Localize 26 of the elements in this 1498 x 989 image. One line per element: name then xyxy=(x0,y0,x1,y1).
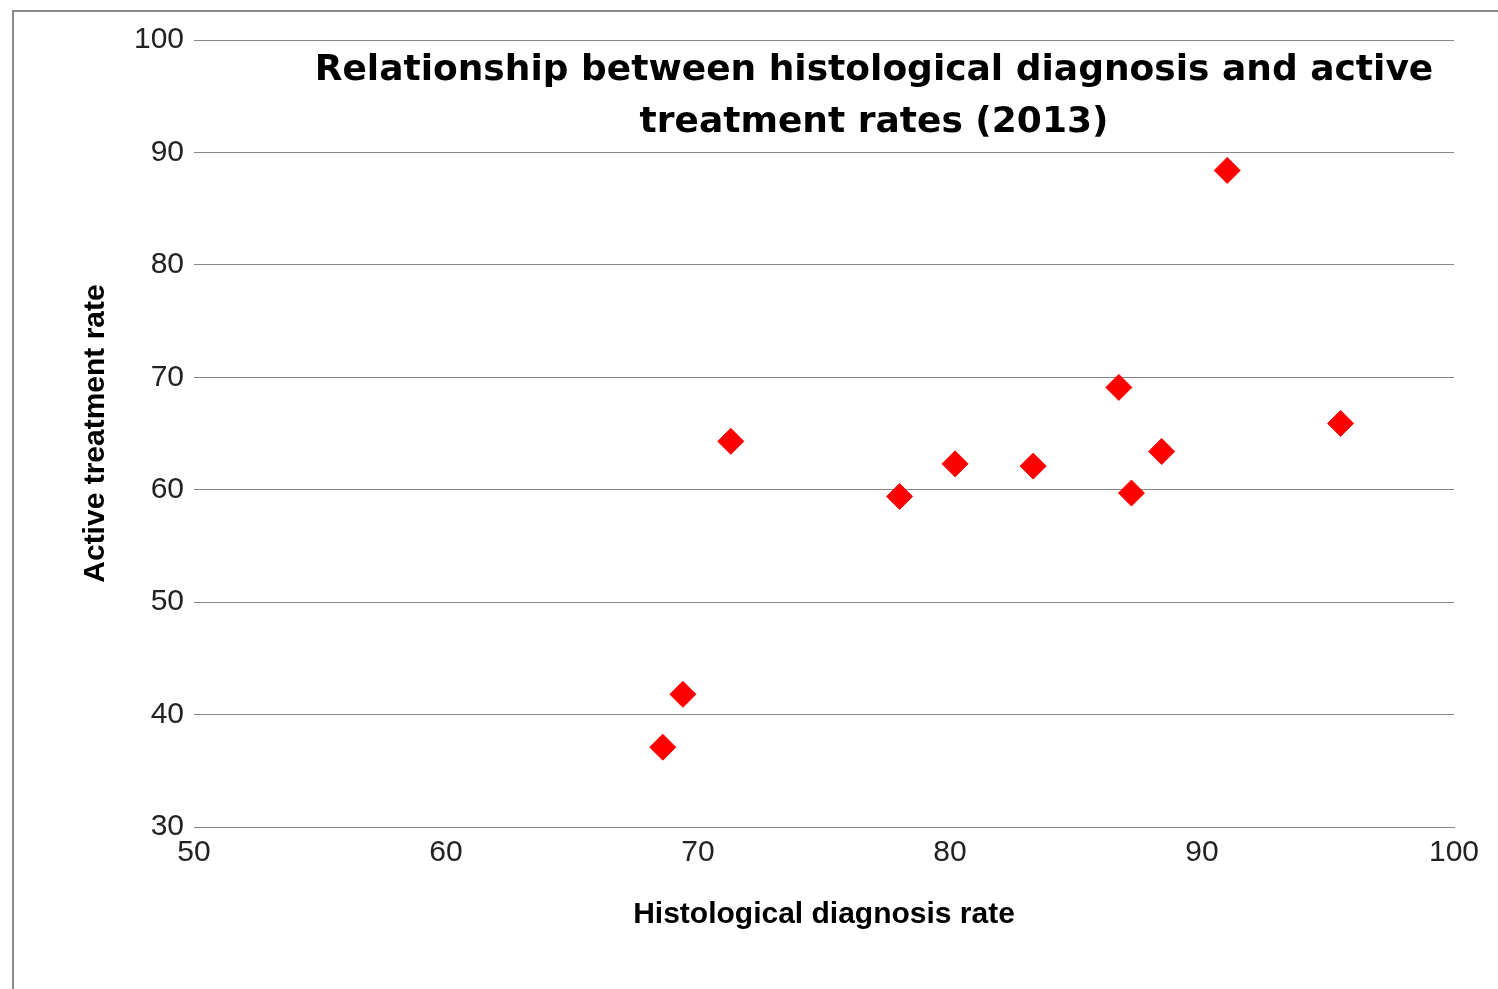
y-axis-title: Active treatment rate xyxy=(77,284,111,583)
point xyxy=(1105,373,1133,401)
x-axis-title: Histological diagnosis rate xyxy=(633,896,1015,930)
point xyxy=(1327,409,1355,437)
point xyxy=(1019,452,1047,480)
x-tick-label: 100 xyxy=(1428,834,1480,868)
point xyxy=(941,450,969,478)
x-tick-label: 80 xyxy=(933,834,967,868)
y-tick-label: 80 xyxy=(150,246,185,280)
x-tick-label: 70 xyxy=(681,834,715,868)
text: Relationship between histological diagnosis and active treatment rates (2013) xyxy=(313,46,1435,142)
y-tick-label: 50 xyxy=(150,583,185,617)
point xyxy=(1148,437,1176,465)
y-tick-label: 40 xyxy=(150,695,185,729)
point xyxy=(669,680,697,708)
point xyxy=(717,427,745,455)
point xyxy=(1213,156,1241,184)
point xyxy=(1117,479,1145,507)
y-tick-label: 90 xyxy=(150,133,185,167)
x-tick-label: 90 xyxy=(1185,834,1219,868)
y-tick-label: 60 xyxy=(150,470,185,504)
point xyxy=(886,482,914,510)
x-tick-label: 60 xyxy=(429,834,463,868)
y-tick-label: 100 xyxy=(133,21,185,55)
point xyxy=(649,733,677,761)
y-tick-label: 70 xyxy=(150,358,185,392)
